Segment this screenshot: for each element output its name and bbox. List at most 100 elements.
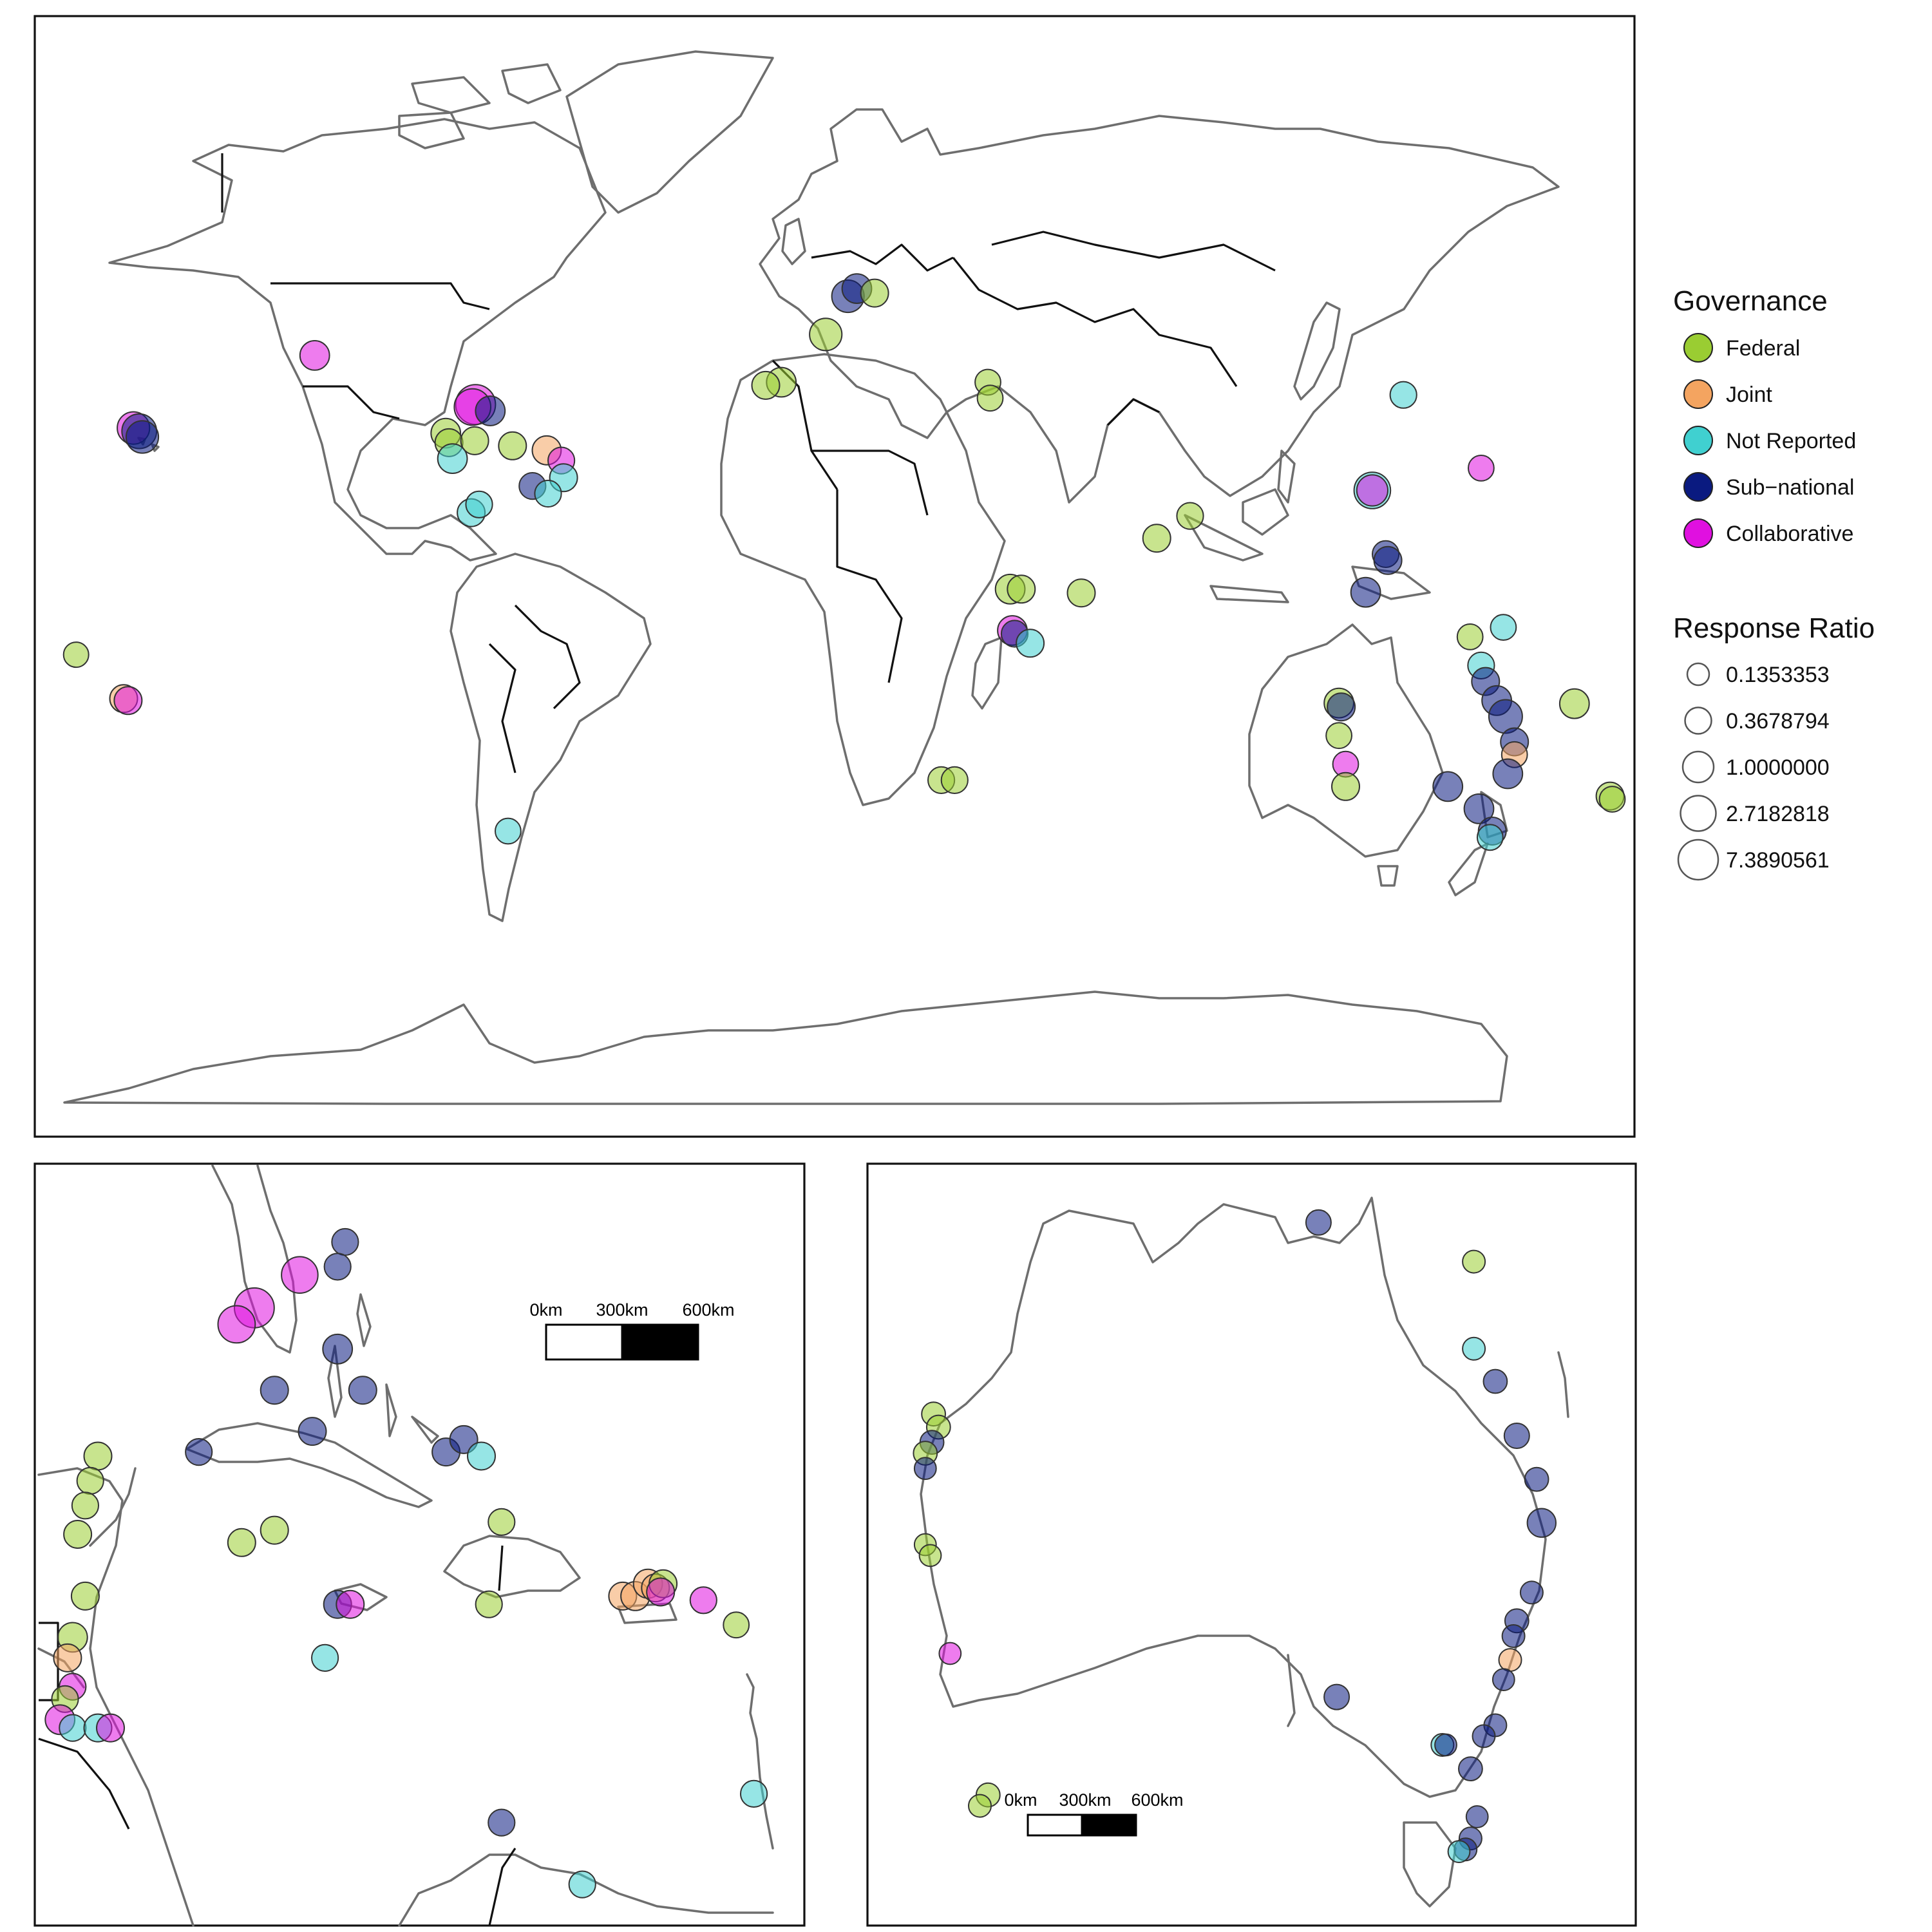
caribbean-site-marker (76, 1466, 104, 1495)
world-site-marker (1490, 614, 1517, 641)
world-site-marker (1007, 574, 1036, 604)
caribbean-scale-label-0: 0km (529, 1300, 562, 1320)
response-ratio-legend: 0.1353353 0.3678794 1.0000000 2.7182818 7.38… (1677, 662, 1830, 881)
caribbean-site-marker (336, 1589, 365, 1619)
world-site-marker (1598, 786, 1626, 813)
world-site-marker (437, 443, 468, 474)
world-site-marker (751, 370, 781, 400)
world-site-marker (1176, 502, 1204, 530)
governance-key-label: Sub−national (1726, 475, 1854, 500)
legend: Governance Federal Joint Not Reported Sub−n… (1673, 285, 1875, 881)
response-ratio-key-circle (1677, 838, 1719, 881)
australia-site-marker (1462, 1249, 1486, 1274)
caribbean-site-marker (646, 1577, 676, 1607)
world-site-marker (465, 490, 493, 518)
caribbean-site-marker (488, 1808, 516, 1837)
australia-site-marker (1458, 1756, 1483, 1782)
australia-site-marker (1503, 1423, 1530, 1449)
response-ratio-key-label: 7.3890561 (1726, 848, 1830, 873)
australia-site-marker (1447, 1840, 1471, 1864)
caribbean-site-markers (44, 1227, 768, 1899)
world-site-marker (498, 431, 527, 460)
world-site-marker (809, 317, 843, 352)
governance-legend: Federal Joint Not Reported Sub−national Coll… (1683, 333, 1856, 548)
australia-site-marker (1462, 1336, 1486, 1361)
world-site-marker (495, 817, 522, 845)
world-site-marker (1463, 793, 1495, 824)
world-site-marker (1476, 824, 1504, 851)
world-site-marker (1066, 578, 1096, 608)
response-ratio-key-label: 0.1353353 (1726, 663, 1830, 687)
world-site-marker (1331, 772, 1360, 801)
caribbean-site-marker (260, 1376, 289, 1405)
australia-scale-label-300: 300km (1059, 1790, 1111, 1810)
response-ratio-key-circle (1681, 750, 1715, 784)
australia-site-marker (1519, 1580, 1544, 1605)
world-site-marker (534, 479, 562, 508)
world-site-marker (1492, 758, 1524, 790)
australia-site-marker (1482, 1368, 1508, 1394)
governance-key-label: Joint (1726, 383, 1772, 407)
caribbean-site-marker (467, 1441, 496, 1471)
world-site-marker (1558, 688, 1590, 719)
governance-legend-title: Governance (1673, 285, 1828, 317)
response-ratio-key-circle (1684, 706, 1712, 735)
caribbean-inset-panel: 0km 300km 600km (33, 1162, 806, 1927)
caribbean-scale-label-300: 300km (596, 1300, 648, 1320)
world-map-panel (33, 15, 1636, 1138)
caribbean-scale-bar: 0km 300km 600km (529, 1300, 735, 1361)
caribbean-site-marker (185, 1438, 213, 1466)
world-site-marker (1432, 771, 1464, 802)
caribbean-site-marker (63, 1520, 93, 1549)
caribbean-site-marker (568, 1870, 596, 1899)
caribbean-site-marker (96, 1713, 125, 1743)
caribbean-site-marker (740, 1779, 768, 1808)
world-site-marker (1456, 623, 1484, 650)
australia-scale-bar: 0km 300km 600km (1004, 1790, 1184, 1837)
response-ratio-key-circle (1680, 795, 1717, 832)
world-site-marker (860, 278, 889, 308)
world-site-marker (125, 420, 160, 454)
world-site-marker (475, 395, 506, 426)
australia-site-marker (1323, 1683, 1350, 1710)
caribbean-site-marker (71, 1492, 99, 1520)
australia-site-marker (968, 1794, 992, 1818)
caribbean-scale-label-600: 600km (682, 1300, 734, 1320)
response-ratio-legend-title: Response Ratio (1673, 612, 1875, 644)
australia-site-marker (918, 1544, 942, 1567)
governance-key-label: Federal (1726, 336, 1800, 361)
caribbean-site-marker (311, 1643, 339, 1672)
world-country-borders (221, 153, 1276, 773)
caribbean-site-marker (322, 1333, 354, 1365)
governance-key-swatch (1683, 472, 1713, 502)
australia-site-marker (1498, 1648, 1522, 1672)
australia-site-marker (1524, 1466, 1549, 1492)
caribbean-site-marker (260, 1515, 289, 1545)
world-site-marker (1325, 722, 1353, 750)
response-ratio-key-circle (1686, 662, 1710, 687)
governance-key-swatch (1683, 426, 1713, 455)
australia-scale-label-0: 0km (1004, 1790, 1037, 1810)
world-site-marker (113, 686, 143, 715)
caribbean-site-marker (53, 1643, 82, 1672)
world-site-marker (1016, 629, 1045, 658)
caribbean-site-marker (227, 1528, 256, 1557)
world-site-marker (1468, 455, 1495, 482)
australia-site-marker (1526, 1508, 1557, 1538)
caribbean-site-marker (281, 1256, 319, 1294)
australia-site-marker (913, 1457, 937, 1481)
australia-site-marker (1492, 1668, 1515, 1692)
world-site-marker (1373, 545, 1403, 575)
response-ratio-key-label: 0.3678794 (1726, 709, 1830, 734)
world-site-marker (1389, 381, 1417, 409)
response-ratio-key-label: 2.7182818 (1726, 802, 1830, 826)
caribbean-site-marker (689, 1586, 717, 1615)
caribbean-site-marker (217, 1305, 256, 1344)
australia-site-marker (1501, 1624, 1526, 1648)
governance-key-label: Collaborative (1726, 522, 1853, 546)
world-site-marker (62, 641, 90, 668)
world-site-marker (460, 426, 489, 455)
australia-scale-label-600: 600km (1131, 1790, 1183, 1810)
world-site-marker (1327, 692, 1356, 722)
